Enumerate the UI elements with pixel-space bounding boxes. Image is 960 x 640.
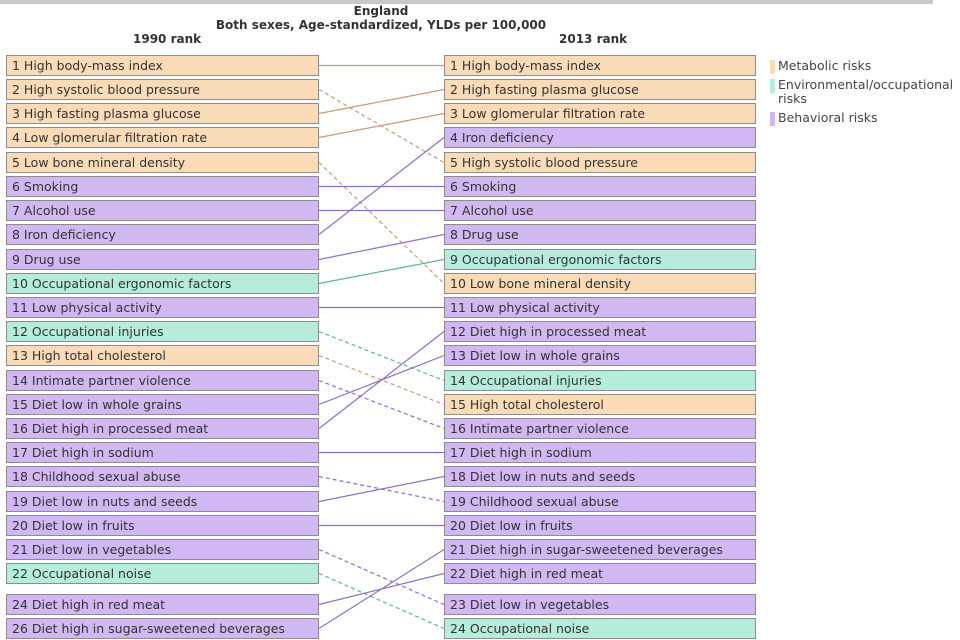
- rank-2013-item-1[interactable]: 1 High body-mass index: [444, 55, 756, 76]
- rank-1990-item-9[interactable]: 9 Drug use: [6, 249, 319, 270]
- rank-2013-item-7[interactable]: 7 Alcohol use: [444, 200, 756, 221]
- rank-2013-item-22[interactable]: 22 Diet high in red meat: [444, 563, 756, 584]
- link-rank-8: [318, 137, 445, 235]
- rank-1990-item-16[interactable]: 16 Diet high in processed meat: [6, 418, 319, 439]
- link-rank-10: [318, 258, 445, 285]
- rank-2013-item-13[interactable]: 13 Diet low in whole grains: [444, 345, 756, 366]
- rank-2013-item-8[interactable]: 8 Drug use: [444, 224, 756, 245]
- window-top-edge: [0, 0, 933, 4]
- left-column-header: 1990 rank: [133, 32, 202, 46]
- rank-2013-item-21[interactable]: 21 Diet high in sugar-sweetened beverage…: [444, 539, 756, 560]
- rank-1990-item-3[interactable]: 3 High fasting plasma glucose: [6, 103, 319, 124]
- rank-2013-item-18[interactable]: 18 Diet low in nuts and seeds: [444, 466, 756, 487]
- legend-swatch-metabolic: [770, 60, 775, 74]
- rank-2013-item-2[interactable]: 2 High fasting plasma glucose: [444, 79, 756, 100]
- legend-label-environmental: Environmental/occupational risks: [778, 77, 954, 106]
- rank-1990-item-6[interactable]: 6 Smoking: [6, 176, 319, 197]
- rank-2013-item-19[interactable]: 19 Childhood sexual abuse: [444, 491, 756, 512]
- rank-1990-item-13[interactable]: 13 High total cholesterol: [6, 345, 319, 366]
- rank-1990-item-11[interactable]: 11 Low physical activity: [6, 297, 319, 318]
- rank-2013-item-23[interactable]: 23 Diet low in vegetables: [444, 594, 756, 615]
- rank-2013-item-11[interactable]: 11 Low physical activity: [444, 297, 756, 318]
- rank-2013-item-12[interactable]: 12 Diet high in processed meat: [444, 321, 756, 342]
- link-rank-19: [318, 475, 445, 503]
- rank-2013-item-15[interactable]: 15 High total cholesterol: [444, 394, 756, 415]
- rank-1990-item-22[interactable]: 22 Occupational noise: [6, 563, 319, 584]
- rank-1990-item-2[interactable]: 2 High systolic blood pressure: [6, 79, 319, 100]
- legend-label-behavioral: Behavioral risks: [778, 110, 878, 125]
- rank-2013-item-10[interactable]: 10 Low bone mineral density: [444, 273, 756, 294]
- rank-1990-item-17[interactable]: 17 Diet high in sodium: [6, 442, 319, 463]
- link-rank-9: [318, 233, 445, 261]
- rank-2013-item-4[interactable]: 4 Iron deficiency: [444, 127, 756, 148]
- rank-1990-item-5[interactable]: 5 Low bone mineral density: [6, 152, 319, 173]
- rank-1990-item-10[interactable]: 10 Occupational ergonomic factors: [6, 273, 319, 294]
- rank-2013-item-3[interactable]: 3 Low glomerular filtration rate: [444, 103, 756, 124]
- rank-2013-item-9[interactable]: 9 Occupational ergonomic factors: [444, 249, 756, 270]
- right-column-header: 2013 rank: [559, 32, 628, 46]
- legend-swatch-environmental: [770, 79, 775, 93]
- rank-1990-item-24[interactable]: 24 Diet high in red meat: [6, 594, 319, 615]
- rank-2013-item-14[interactable]: 14 Occupational injuries: [444, 370, 756, 391]
- chart-subtitle: Both sexes, Age-standardized, YLDs per 1…: [215, 18, 547, 32]
- rank-1990-item-12[interactable]: 12 Occupational injuries: [6, 321, 319, 342]
- rank-1990-item-1[interactable]: 1 High body-mass index: [6, 55, 319, 76]
- rank-1990-item-26[interactable]: 26 Diet high in sugar-sweetened beverage…: [6, 618, 319, 639]
- rank-1990-item-15[interactable]: 15 Diet low in whole grains: [6, 394, 319, 415]
- link-rank-4: [318, 112, 445, 139]
- link-rank-12: [318, 330, 445, 382]
- rank-2013-item-6[interactable]: 6 Smoking: [444, 176, 756, 197]
- link-rank-22: [318, 572, 445, 630]
- rank-2013-item-5[interactable]: 5 High systolic blood pressure: [444, 152, 756, 173]
- link-rank-16: [318, 331, 445, 429]
- legend-label-metabolic: Metabolic risks: [778, 58, 872, 73]
- link-rank-14: [318, 379, 445, 430]
- rank-2013-item-20[interactable]: 20 Diet low in fruits: [444, 515, 756, 536]
- link-rank-3: [318, 88, 445, 115]
- rank-1990-item-21[interactable]: 21 Diet low in vegetables: [6, 539, 319, 560]
- rank-2013-item-24[interactable]: 24 Occupational noise: [444, 618, 756, 639]
- chart-title: England: [353, 4, 409, 18]
- rank-1990-item-7[interactable]: 7 Alcohol use: [6, 200, 319, 221]
- rank-1990-item-8[interactable]: 8 Iron deficiency: [6, 224, 319, 245]
- link-rank-13: [318, 354, 445, 406]
- rank-1990-item-14[interactable]: 14 Intimate partner violence: [6, 370, 319, 391]
- link-rank-21: [318, 548, 445, 606]
- link-rank-5: [318, 162, 445, 284]
- rank-1990-item-19[interactable]: 19 Diet low in nuts and seeds: [6, 491, 319, 512]
- rank-1990-item-18[interactable]: 18 Childhood sexual abuse: [6, 466, 319, 487]
- rank-1990-item-20[interactable]: 20 Diet low in fruits: [6, 515, 319, 536]
- rank-2013-item-16[interactable]: 16 Intimate partner violence: [444, 418, 756, 439]
- link-rank-26: [318, 548, 445, 630]
- rank-1990-item-4[interactable]: 4 Low glomerular filtration rate: [6, 127, 319, 148]
- rank-2013-item-17[interactable]: 17 Diet high in sodium: [444, 442, 756, 463]
- legend-swatch-behavioral: [770, 112, 775, 126]
